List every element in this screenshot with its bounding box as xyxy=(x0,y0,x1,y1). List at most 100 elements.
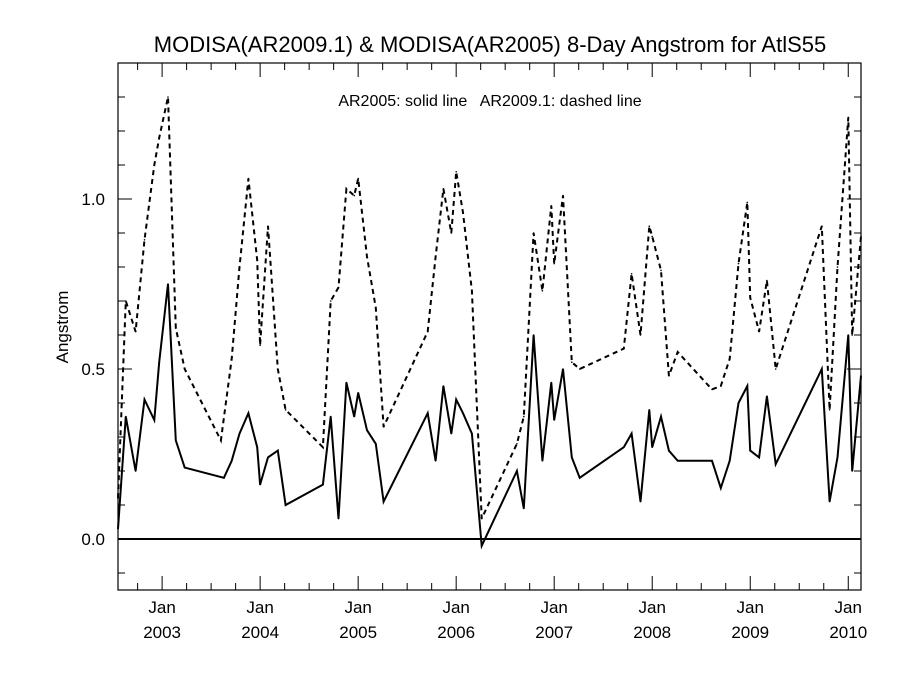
data-point xyxy=(322,446,324,449)
data-point xyxy=(623,347,625,350)
y-tick-label: 1.0 xyxy=(81,190,105,209)
series-group xyxy=(117,96,862,550)
data-point xyxy=(382,426,385,428)
data-point xyxy=(651,235,653,238)
data-point xyxy=(532,232,535,234)
data-point xyxy=(711,460,713,462)
data-point xyxy=(357,392,360,394)
x-tick-label-month: Jan xyxy=(344,598,371,617)
data-point xyxy=(728,358,731,360)
x-tick-labels: Jan 2003 Jan 2004 Jan 2005 Jan 2006 Jan 2007 Jan 20… xyxy=(143,598,867,642)
data-point xyxy=(256,446,259,449)
data-point xyxy=(223,477,225,479)
data-point xyxy=(434,255,437,258)
data-point xyxy=(639,500,642,503)
data-point xyxy=(238,266,241,268)
data-point xyxy=(541,290,544,292)
data-point xyxy=(175,327,177,330)
data-point xyxy=(167,96,169,98)
data-point xyxy=(639,334,642,336)
data-point xyxy=(668,375,670,377)
data-point xyxy=(329,415,332,418)
data-point xyxy=(737,262,740,265)
data-point xyxy=(247,177,250,180)
x-tick-label-month: Jan xyxy=(540,598,567,617)
data-point xyxy=(523,415,525,418)
y-axis-label: Angstrom xyxy=(53,291,72,364)
data-point xyxy=(183,368,186,370)
x-tick-label-month: Jan xyxy=(737,598,764,617)
data-point xyxy=(267,225,269,227)
data-point xyxy=(158,137,160,139)
data-point xyxy=(550,381,553,384)
data-point xyxy=(134,330,137,333)
data-point xyxy=(578,368,581,370)
data-point xyxy=(553,262,555,265)
data-point xyxy=(737,402,740,404)
x-tick-label-month: Jan xyxy=(835,598,862,617)
data-point xyxy=(550,205,553,207)
data-point xyxy=(375,307,377,309)
x-tick-label-year: 2008 xyxy=(633,623,671,642)
data-point xyxy=(516,470,518,472)
data-point xyxy=(523,507,525,510)
data-point xyxy=(836,266,839,268)
data-point xyxy=(774,368,777,370)
data-point xyxy=(749,449,751,452)
x-tick-label-year: 2003 xyxy=(143,623,181,642)
data-point xyxy=(117,497,119,500)
data-point xyxy=(183,466,186,469)
data-point xyxy=(758,456,760,459)
data-point xyxy=(175,439,177,442)
x-tick-label-month: Jan xyxy=(246,598,273,617)
data-point xyxy=(480,545,483,547)
data-point xyxy=(426,330,429,333)
data-point xyxy=(821,368,823,370)
chart-title: MODISA(AR2009.1) & MODISA(AR2005) 8-Day … xyxy=(154,32,826,57)
data-point xyxy=(766,395,768,398)
data-point xyxy=(746,201,749,204)
data-point xyxy=(651,446,653,449)
data-point xyxy=(462,211,464,214)
x-tick-label-month: Jan xyxy=(442,598,469,617)
y-tick-labels: 0.0 0.5 1.0 xyxy=(81,190,105,549)
data-point xyxy=(329,300,332,302)
data-point xyxy=(357,177,360,180)
data-point xyxy=(516,443,518,445)
data-point xyxy=(125,415,127,418)
data-point xyxy=(471,432,473,435)
data-point xyxy=(562,368,564,370)
data-point xyxy=(442,188,445,190)
data-point xyxy=(749,296,751,299)
data-point xyxy=(366,429,368,432)
x-tick-label-year: 2006 xyxy=(437,623,475,642)
data-point xyxy=(277,449,279,452)
data-point xyxy=(375,443,377,445)
data-point xyxy=(746,385,749,387)
data-point xyxy=(450,432,453,435)
data-point xyxy=(828,409,831,411)
axis-ticks xyxy=(118,63,861,590)
data-point xyxy=(455,398,458,401)
data-point xyxy=(434,460,437,462)
x-tick-label-year: 2005 xyxy=(339,623,377,642)
data-point xyxy=(267,456,269,459)
data-point xyxy=(277,368,279,370)
data-point xyxy=(337,517,340,520)
data-point xyxy=(143,239,146,241)
data-point xyxy=(578,477,581,479)
data-point xyxy=(167,283,169,285)
x-tick-label-year: 2009 xyxy=(731,623,769,642)
data-point xyxy=(532,334,535,336)
data-point xyxy=(676,460,679,462)
data-point xyxy=(220,439,222,442)
data-point xyxy=(455,171,458,173)
x-tick-label-month: Jan xyxy=(639,598,666,617)
data-point xyxy=(774,463,777,466)
data-point xyxy=(562,194,564,197)
data-point xyxy=(337,286,340,289)
data-point xyxy=(284,504,287,506)
x-tick-label-month: Jan xyxy=(148,598,175,617)
data-point xyxy=(553,419,555,421)
